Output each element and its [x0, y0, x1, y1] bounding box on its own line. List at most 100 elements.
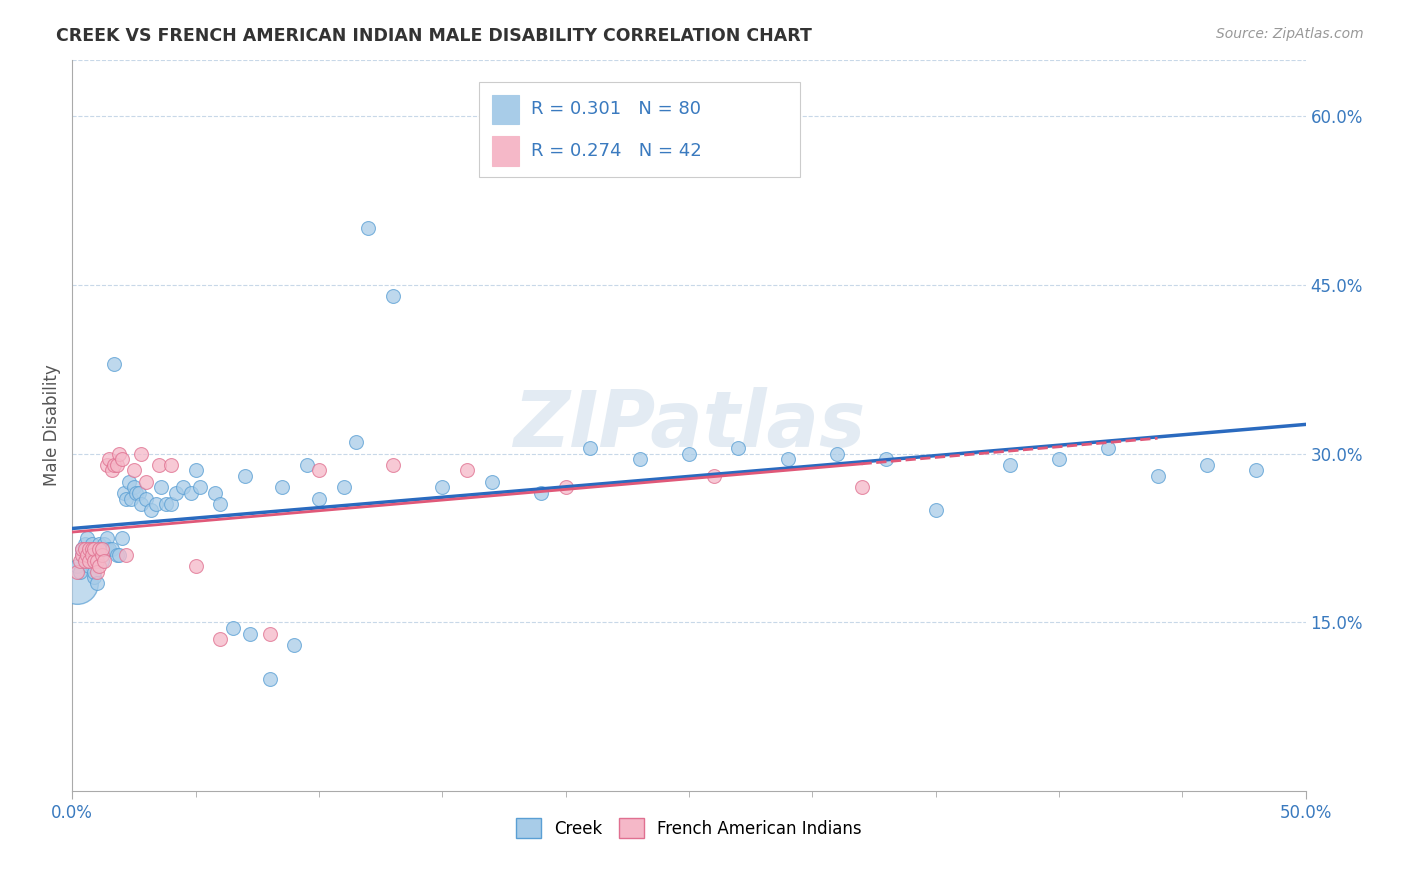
Point — [239, 626, 262, 640]
Point — [141, 503, 163, 517]
Point — [79, 542, 101, 557]
Point — [579, 441, 602, 455]
Point — [204, 486, 226, 500]
Point — [86, 553, 108, 567]
Point — [103, 458, 125, 472]
Point — [180, 486, 202, 500]
Point — [160, 497, 183, 511]
Point — [90, 542, 112, 557]
Point — [145, 497, 167, 511]
Point — [283, 638, 305, 652]
Point — [270, 480, 292, 494]
Point — [93, 542, 115, 557]
Point — [875, 452, 897, 467]
Point — [76, 542, 98, 557]
Point — [70, 548, 93, 562]
Point — [628, 452, 651, 467]
Point — [332, 480, 354, 494]
Text: R = 0.301   N = 80: R = 0.301 N = 80 — [531, 101, 702, 119]
Point — [1047, 452, 1070, 467]
Point — [221, 621, 243, 635]
Point — [128, 486, 150, 500]
Point — [259, 626, 281, 640]
Point — [209, 632, 232, 647]
Point — [481, 475, 503, 489]
Point — [184, 559, 207, 574]
Point — [96, 458, 118, 472]
Point — [259, 672, 281, 686]
Point — [105, 548, 128, 562]
Point — [344, 435, 367, 450]
Point — [118, 475, 141, 489]
Point — [83, 553, 105, 567]
Point — [86, 565, 108, 579]
Point — [79, 542, 101, 557]
Point — [165, 486, 187, 500]
Point — [381, 289, 404, 303]
Bar — [492, 136, 519, 166]
Point — [80, 542, 103, 557]
Point — [96, 542, 118, 557]
Point — [381, 458, 404, 472]
Point — [308, 491, 330, 506]
Text: CREEK VS FRENCH AMERICAN INDIAN MALE DISABILITY CORRELATION CHART: CREEK VS FRENCH AMERICAN INDIAN MALE DIS… — [56, 27, 813, 45]
Point — [76, 531, 98, 545]
Point — [1146, 469, 1168, 483]
Point — [727, 441, 749, 455]
Point — [456, 463, 478, 477]
Point — [98, 542, 121, 557]
Point — [100, 463, 122, 477]
Point — [89, 559, 111, 574]
Point — [98, 452, 121, 467]
Point — [93, 536, 115, 550]
Point — [129, 446, 152, 460]
Point — [80, 542, 103, 557]
Point — [115, 491, 138, 506]
Point — [1195, 458, 1218, 472]
Point — [125, 486, 148, 500]
Point — [105, 458, 128, 472]
Point — [93, 553, 115, 567]
Point — [79, 553, 101, 567]
Point — [89, 536, 111, 550]
Point — [1244, 463, 1267, 477]
Point — [530, 486, 553, 500]
Point — [80, 536, 103, 550]
Point — [129, 497, 152, 511]
Bar — [492, 95, 519, 124]
Point — [233, 469, 256, 483]
Point — [73, 536, 96, 550]
Point — [825, 446, 848, 460]
Point — [115, 548, 138, 562]
Point — [90, 553, 112, 567]
Point — [79, 559, 101, 574]
Point — [1097, 441, 1119, 455]
Point — [90, 548, 112, 562]
FancyBboxPatch shape — [479, 81, 800, 177]
Point — [110, 531, 132, 545]
Point — [120, 491, 142, 506]
Point — [148, 458, 170, 472]
Point — [122, 480, 145, 494]
Point — [135, 475, 157, 489]
Point — [80, 548, 103, 562]
Point — [924, 503, 946, 517]
Point — [83, 542, 105, 557]
Point — [357, 221, 380, 235]
Text: Source: ZipAtlas.com: Source: ZipAtlas.com — [1216, 27, 1364, 41]
Point — [108, 548, 131, 562]
Point — [86, 548, 108, 562]
Point — [122, 463, 145, 477]
Point — [184, 463, 207, 477]
Point — [150, 480, 173, 494]
Point — [160, 458, 183, 472]
Point — [702, 469, 724, 483]
Point — [69, 553, 91, 567]
Point — [83, 570, 105, 584]
Point — [73, 542, 96, 557]
Text: R = 0.274   N = 42: R = 0.274 N = 42 — [531, 142, 702, 160]
Point — [851, 480, 873, 494]
Point — [83, 565, 105, 579]
Point — [66, 559, 89, 574]
Point — [89, 542, 111, 557]
